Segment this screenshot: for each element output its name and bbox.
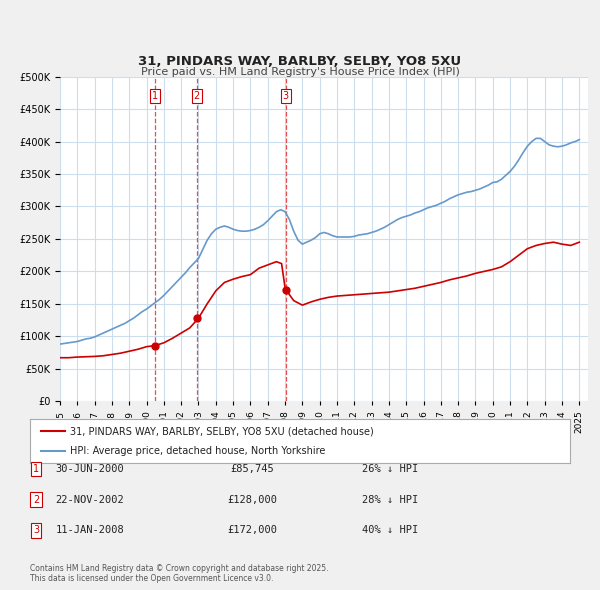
Text: 26% ↓ HPI: 26% ↓ HPI xyxy=(362,464,418,474)
Text: 1: 1 xyxy=(152,91,158,101)
Text: 2: 2 xyxy=(194,91,200,101)
Text: £128,000: £128,000 xyxy=(227,495,277,504)
Text: 40% ↓ HPI: 40% ↓ HPI xyxy=(362,526,418,535)
Text: Price paid vs. HM Land Registry's House Price Index (HPI): Price paid vs. HM Land Registry's House … xyxy=(140,67,460,77)
Text: 2: 2 xyxy=(33,495,39,504)
Text: Contains HM Land Registry data © Crown copyright and database right 2025.
This d: Contains HM Land Registry data © Crown c… xyxy=(30,563,329,583)
Text: 3: 3 xyxy=(283,91,289,101)
Text: £85,745: £85,745 xyxy=(230,464,274,474)
Text: HPI: Average price, detached house, North Yorkshire: HPI: Average price, detached house, Nort… xyxy=(71,446,326,455)
Text: 31, PINDARS WAY, BARLBY, SELBY, YO8 5XU: 31, PINDARS WAY, BARLBY, SELBY, YO8 5XU xyxy=(139,55,461,68)
Text: 22-NOV-2002: 22-NOV-2002 xyxy=(56,495,124,504)
Text: 28% ↓ HPI: 28% ↓ HPI xyxy=(362,495,418,504)
Text: 3: 3 xyxy=(33,526,39,535)
Text: 31, PINDARS WAY, BARLBY, SELBY, YO8 5XU (detached house): 31, PINDARS WAY, BARLBY, SELBY, YO8 5XU … xyxy=(71,427,374,436)
Text: 30-JUN-2000: 30-JUN-2000 xyxy=(56,464,124,474)
Text: 11-JAN-2008: 11-JAN-2008 xyxy=(56,526,124,535)
Text: £172,000: £172,000 xyxy=(227,526,277,535)
Text: 1: 1 xyxy=(33,464,39,474)
